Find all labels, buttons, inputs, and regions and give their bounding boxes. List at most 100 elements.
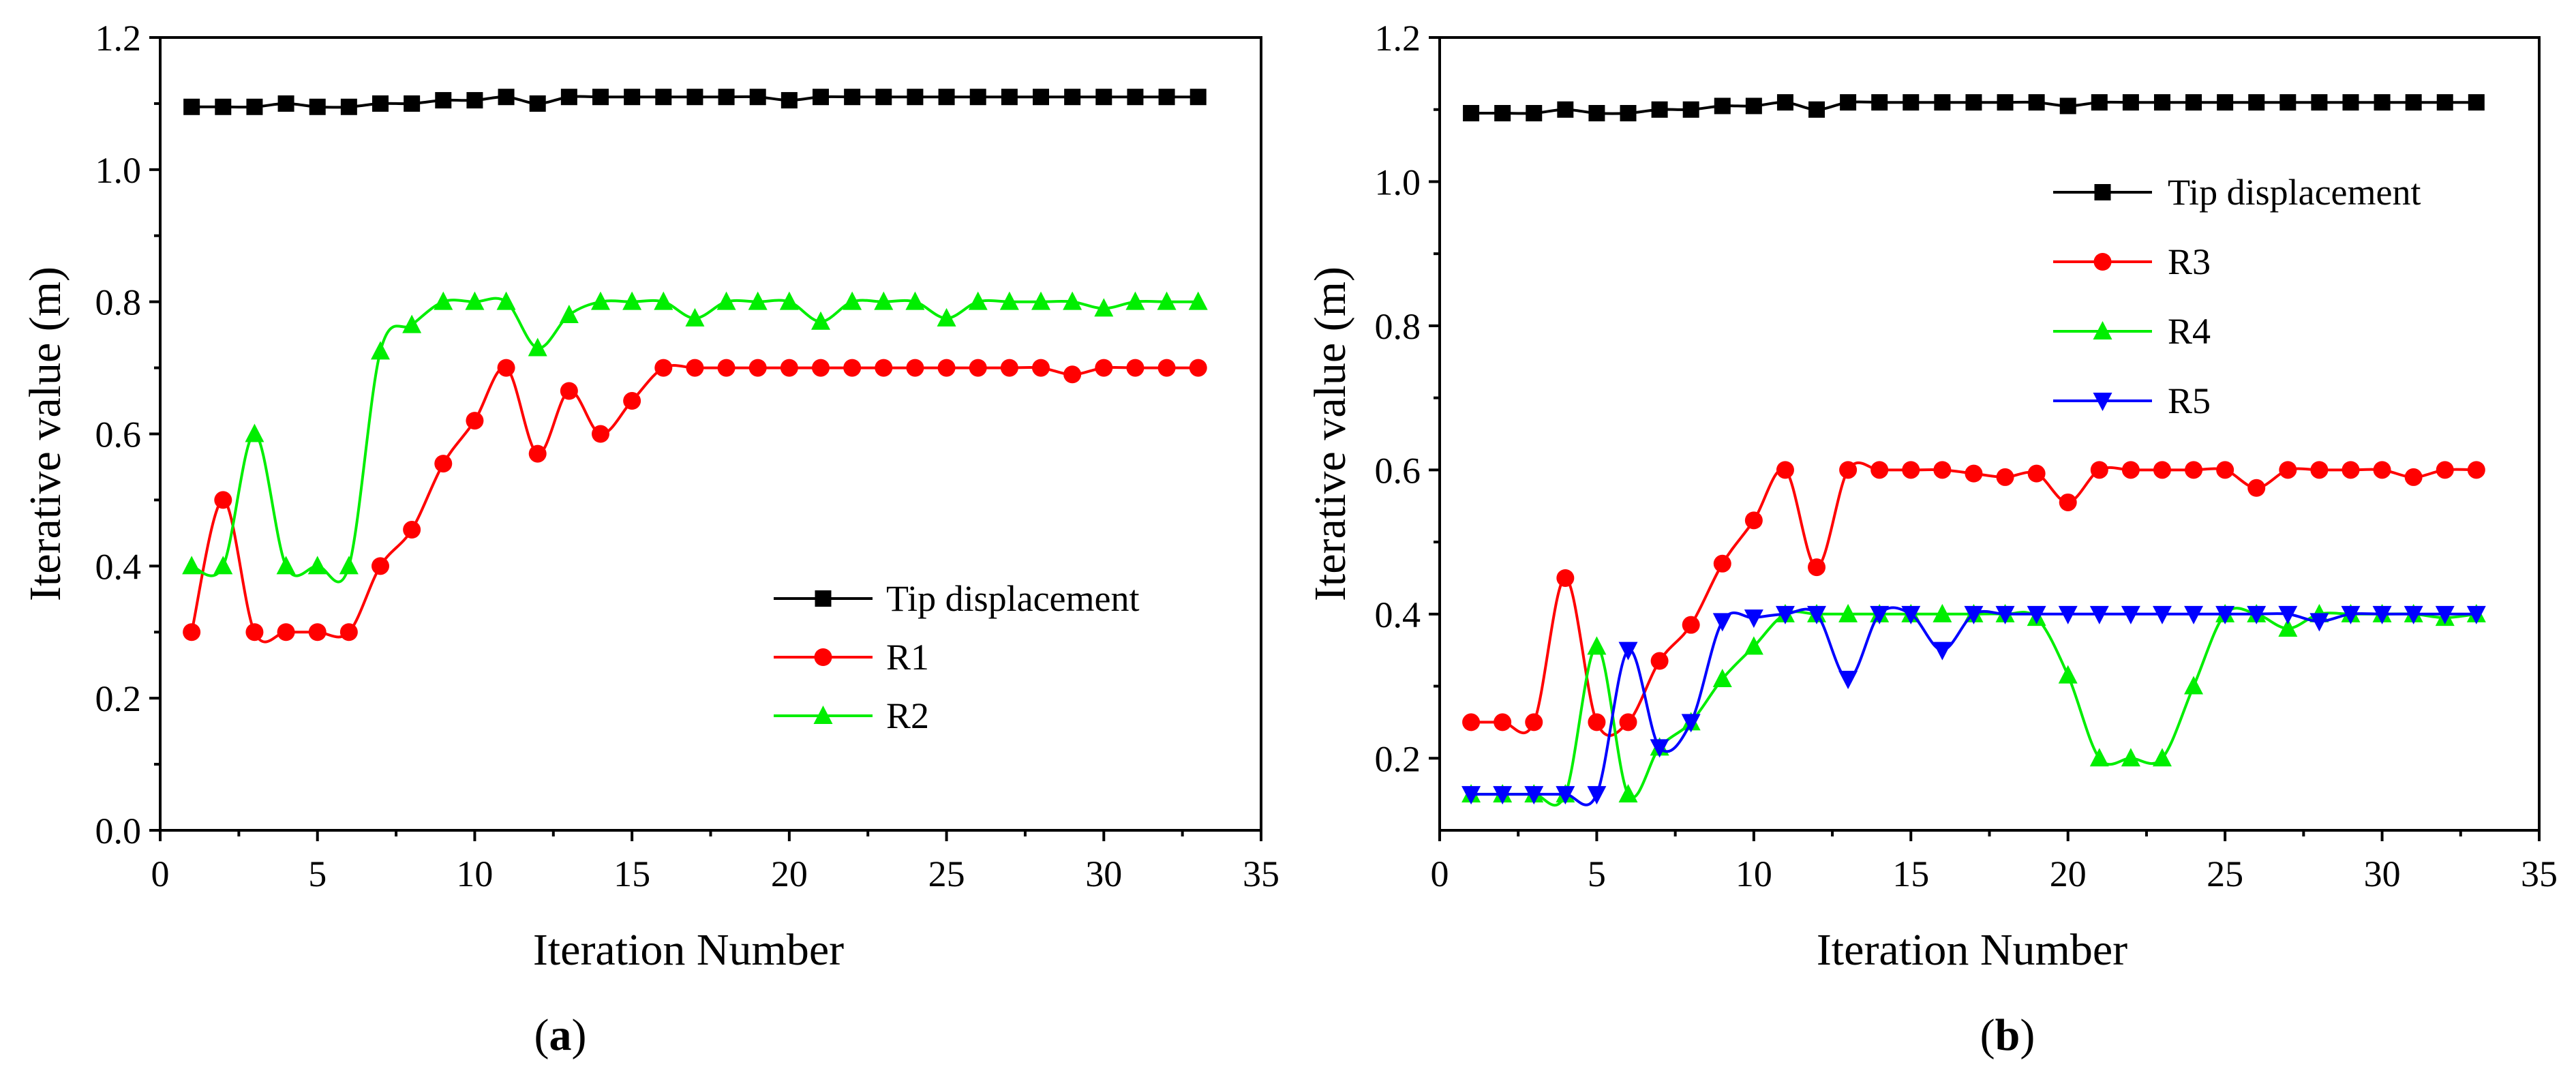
- data-point: [403, 521, 421, 539]
- legend-marker: [2093, 393, 2112, 411]
- legend-marker: [2093, 321, 2112, 339]
- data-point: [2185, 461, 2203, 479]
- data-point: [2027, 464, 2046, 483]
- data-point: [1524, 786, 1544, 805]
- data-point: [1775, 605, 1795, 624]
- data-point: [1714, 97, 1731, 115]
- panel-label-letter: a: [549, 1010, 572, 1060]
- x-axis-title: Iteration Number: [533, 925, 844, 975]
- data-point: [623, 392, 641, 410]
- data-point: [560, 89, 577, 106]
- data-point: [2153, 461, 2171, 479]
- data-point: [592, 89, 609, 106]
- data-point: [2404, 468, 2423, 486]
- data-point: [2372, 605, 2392, 624]
- data-point: [1713, 554, 1731, 573]
- data-point: [969, 89, 986, 106]
- y-axis-title: Iterative value (m): [20, 267, 70, 601]
- panel-a: 0 5 10 15 20 25 30 35 0.0 0.2 0.4 0.6 0.8 1.0 1.2 Itera…: [20, 18, 1279, 1060]
- data-point: [938, 89, 955, 106]
- data-point: [1063, 365, 1082, 384]
- panel-label: (a): [534, 1010, 587, 1060]
- data-point: [2310, 461, 2329, 479]
- data-point: [2279, 461, 2297, 479]
- data-point: [875, 359, 893, 377]
- series-r3: [1462, 461, 2485, 737]
- data-point: [1650, 652, 1669, 670]
- data-point: [1125, 291, 1145, 310]
- legend-label: R4: [2168, 311, 2211, 352]
- data-point: [1712, 668, 1732, 687]
- data-point: [1157, 291, 1177, 310]
- data-point: [1618, 641, 1638, 661]
- data-point: [749, 89, 766, 106]
- data-point: [2341, 605, 2361, 624]
- data-point: [716, 291, 736, 310]
- series-tip-displacement: [1463, 94, 2485, 122]
- data-point: [2089, 748, 2109, 767]
- data-point: [2309, 613, 2329, 632]
- data-point: [1095, 359, 1113, 377]
- data-point: [2121, 605, 2140, 624]
- data-point: [592, 425, 609, 443]
- data-point: [2217, 94, 2234, 111]
- data-point: [2091, 94, 2108, 111]
- data-point: [528, 337, 547, 357]
- data-point: [624, 89, 641, 106]
- legend-marker: [813, 706, 833, 724]
- data-point: [1651, 101, 1668, 118]
- series-tip-displacement: [183, 89, 1207, 115]
- data-point: [686, 359, 704, 377]
- data-point: [1619, 713, 1637, 731]
- legend-entry: R5: [2053, 380, 2211, 421]
- data-point: [1033, 89, 1049, 106]
- data-point: [2058, 605, 2078, 624]
- data-point: [308, 623, 327, 641]
- legend-label: R1: [886, 637, 929, 678]
- legend-marker: [2093, 253, 2112, 271]
- data-point: [906, 359, 924, 377]
- data-point: [2152, 605, 2172, 624]
- data-point: [2121, 748, 2140, 767]
- y-tick-label: 1.0: [1375, 162, 1421, 202]
- data-point: [2435, 605, 2455, 624]
- y-tick-label: 0.4: [95, 546, 142, 587]
- data-point: [307, 556, 327, 575]
- data-point: [277, 95, 294, 112]
- data-point: [1556, 569, 1575, 587]
- data-point: [1127, 89, 1144, 106]
- data-point: [1094, 298, 1114, 317]
- legend-marker: [814, 648, 832, 666]
- data-point: [245, 623, 264, 641]
- data-point: [1996, 468, 2014, 486]
- y-tick-label: 0.0: [95, 811, 142, 851]
- data-point: [1463, 105, 1480, 122]
- data-point: [1556, 786, 1575, 805]
- data-point: [213, 556, 233, 575]
- data-point: [654, 359, 673, 377]
- data-point: [1525, 713, 1543, 731]
- data-point: [811, 311, 830, 330]
- data-point: [591, 291, 610, 310]
- x-tick-label: 35: [1243, 853, 1279, 894]
- data-point: [1064, 89, 1081, 106]
- data-point: [1618, 784, 1638, 803]
- data-point: [2090, 461, 2108, 479]
- data-point: [1870, 461, 1889, 479]
- y-tick-label: 1.2: [1375, 18, 1421, 59]
- data-point: [937, 307, 956, 327]
- data-point: [1587, 636, 1607, 655]
- data-point: [1620, 105, 1637, 122]
- data-point: [2466, 605, 2486, 624]
- data-point: [2278, 618, 2298, 637]
- x-tick-label: 15: [1892, 853, 1929, 894]
- data-point: [1588, 713, 1606, 731]
- plot-frame: [159, 36, 1262, 832]
- legend-entry: R4: [2053, 311, 2211, 352]
- data-point: [1871, 94, 1888, 111]
- data-point: [402, 314, 422, 333]
- data-point: [968, 291, 988, 310]
- legend-marker: [2094, 184, 2111, 200]
- data-point: [1494, 105, 1511, 122]
